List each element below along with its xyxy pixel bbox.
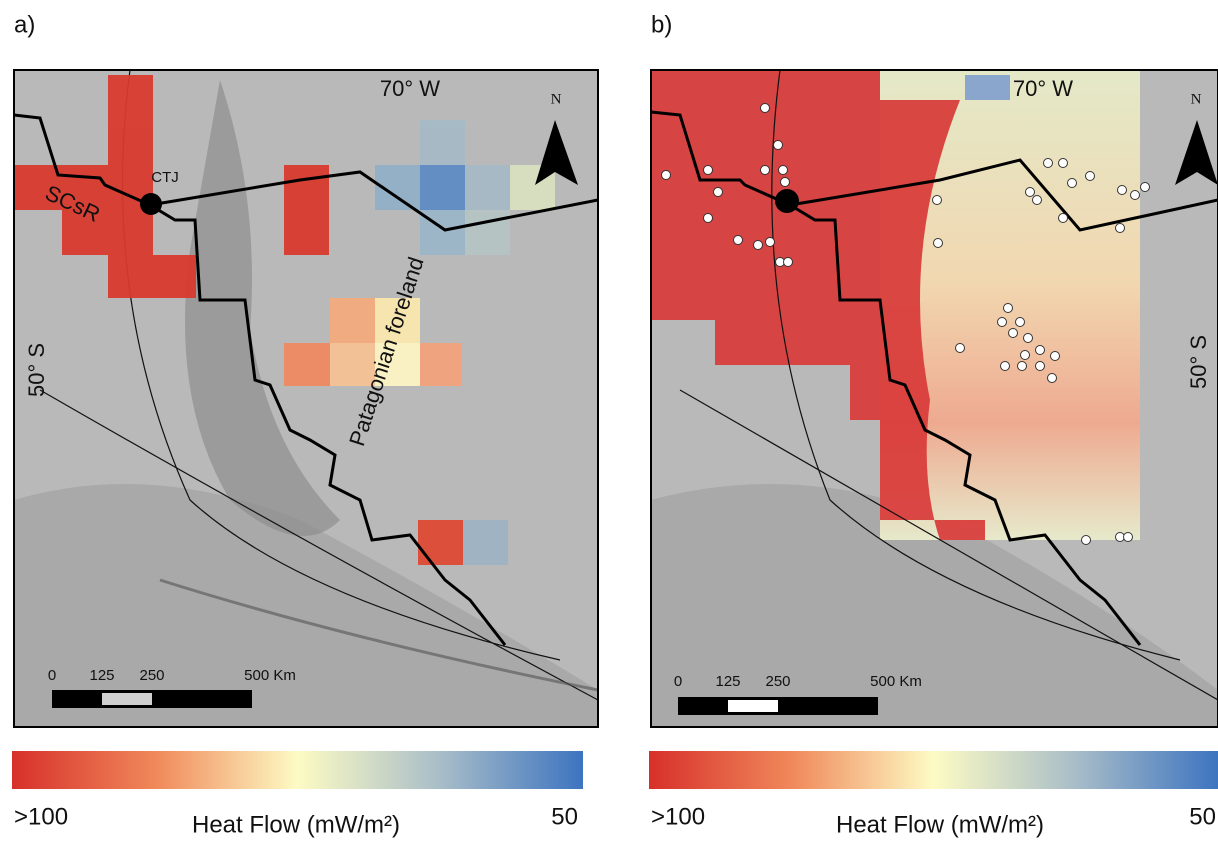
- colorbar-title: Heat Flow (mW/m²): [836, 811, 1044, 838]
- map-b: [651, 70, 1218, 727]
- annotation: CTJ: [151, 169, 179, 186]
- latitude-label: 50° S: [1186, 335, 1211, 389]
- figure: a) 70° W N 50° S SCsR CTJ Patagonian for…: [0, 0, 1218, 841]
- scale-label: 500 Km: [244, 667, 296, 684]
- longitude-label: 70° W: [380, 76, 440, 101]
- latitude-label: 50° S: [24, 343, 49, 397]
- colorbar-title: Heat Flow (mW/m²): [192, 811, 400, 838]
- scale-label: 250: [139, 667, 164, 684]
- scale-label: 125: [715, 673, 740, 690]
- north-label: N: [551, 91, 562, 107]
- colorbar-min: >100: [14, 803, 68, 830]
- north-label: N: [1191, 91, 1202, 107]
- longitude-label: 70° W: [1013, 76, 1073, 101]
- colorbar: [649, 751, 1218, 789]
- scale-label: 0: [674, 673, 682, 690]
- scale-label: 125: [89, 667, 114, 684]
- colorbar-min: >100: [651, 803, 705, 830]
- scale-label: 0: [48, 667, 56, 684]
- map-a: [14, 70, 598, 727]
- scale-label: 250: [765, 673, 790, 690]
- scale-label: 500 Km: [870, 673, 922, 690]
- colorbar: [12, 751, 583, 789]
- colorbar-max: 50: [551, 803, 578, 830]
- panel-label: a): [14, 11, 35, 38]
- panel-label: b): [651, 11, 672, 38]
- colorbar-max: 50: [1189, 803, 1216, 830]
